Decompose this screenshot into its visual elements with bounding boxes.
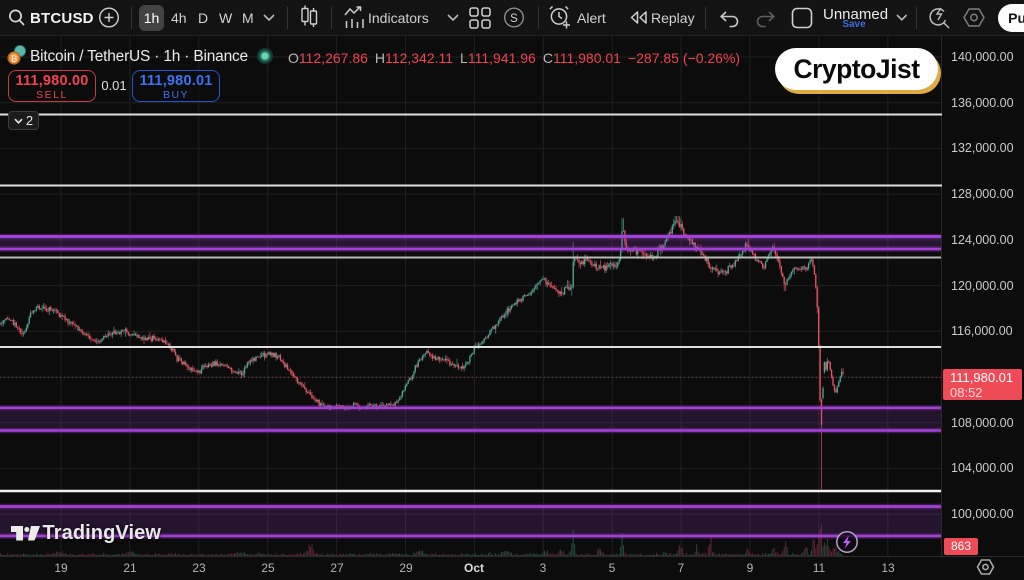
svg-text:₿: ₿ xyxy=(11,53,18,63)
svg-text:S: S xyxy=(510,13,518,25)
